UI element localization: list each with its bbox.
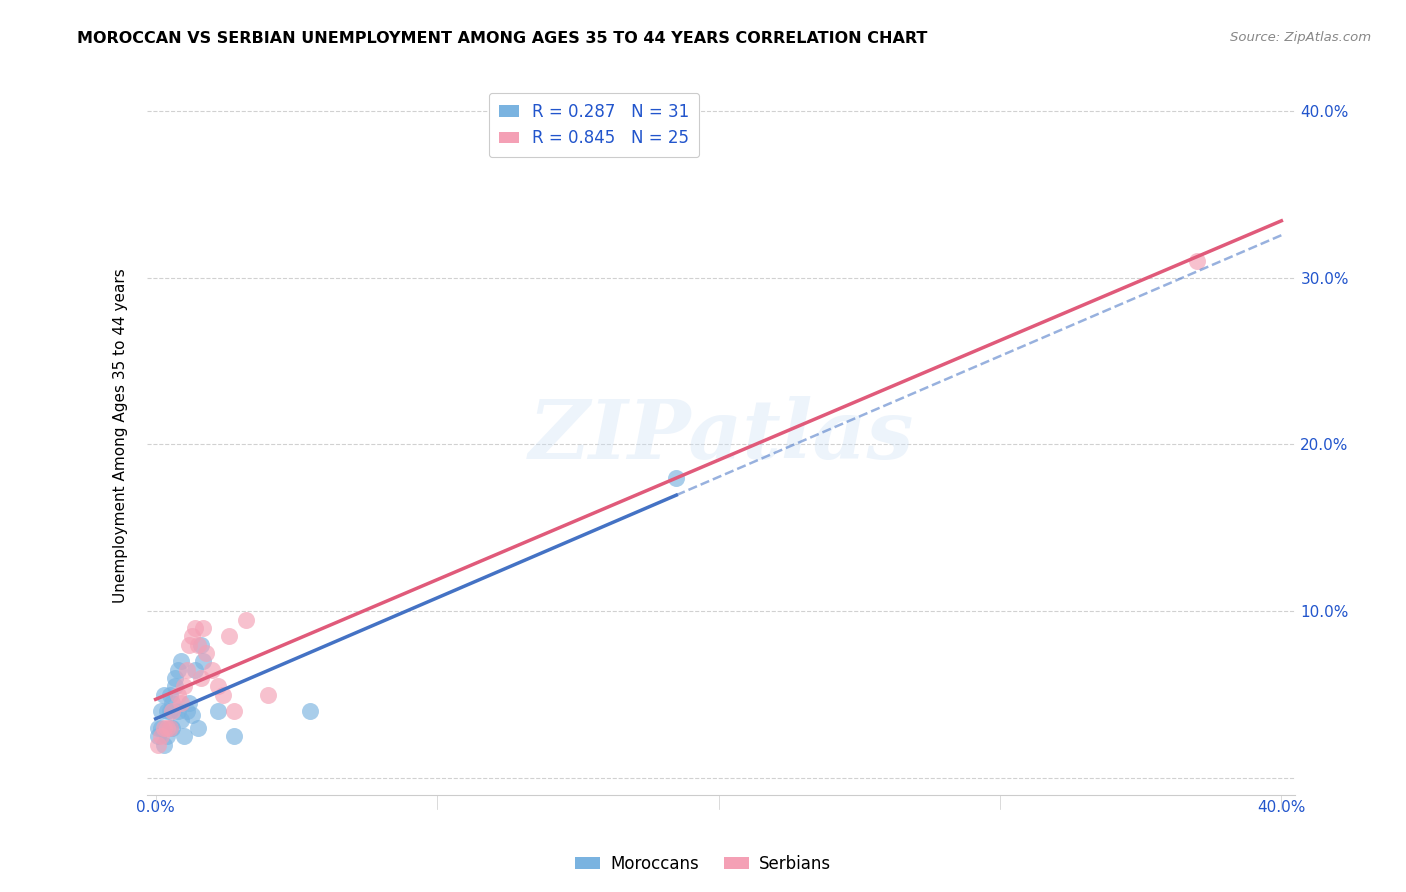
Text: MOROCCAN VS SERBIAN UNEMPLOYMENT AMONG AGES 35 TO 44 YEARS CORRELATION CHART: MOROCCAN VS SERBIAN UNEMPLOYMENT AMONG A… [77,31,928,46]
Point [159,721,181,735]
Point [167,704,190,718]
Point [173,679,195,693]
Point [190,671,212,685]
Point [156,721,179,735]
Point [170,696,193,710]
Point [159,688,181,702]
Point [184,663,207,677]
Point [153,688,176,702]
Point [179,696,201,710]
Point [156,704,179,718]
Point [665,471,688,485]
Point [162,704,184,718]
Point [195,646,218,660]
Point [173,729,195,743]
Point [224,729,246,743]
Point [165,679,187,693]
Text: ZIPatlas: ZIPatlas [529,396,914,476]
Point [162,721,184,735]
Point [159,704,181,718]
Point [153,721,176,735]
Point [153,738,176,752]
Point [150,729,173,743]
Point [148,721,170,735]
Point [1185,254,1208,268]
Point [257,688,280,702]
Point [176,663,198,677]
Point [187,638,209,652]
Point [207,704,229,718]
Point [170,654,193,668]
Point [167,663,190,677]
Point [162,696,184,710]
Point [170,713,193,727]
Point [224,704,246,718]
Point [218,629,240,643]
Point [181,707,204,722]
Point [159,721,181,735]
Point [165,671,187,685]
Point [148,738,170,752]
Point [181,629,204,643]
Point [150,704,173,718]
Point [179,638,201,652]
Point [167,688,190,702]
Legend: R = 0.287   N = 31, R = 0.845   N = 25: R = 0.287 N = 31, R = 0.845 N = 25 [488,93,699,157]
Point [156,729,179,743]
Point [201,663,224,677]
Point [190,638,212,652]
Legend: Moroccans, Serbians: Moroccans, Serbians [568,848,838,880]
Point [193,621,215,635]
Point [299,704,322,718]
Text: Source: ZipAtlas.com: Source: ZipAtlas.com [1230,31,1371,45]
Point [212,688,235,702]
Point [207,679,229,693]
Point [235,613,257,627]
Point [176,704,198,718]
Point [187,721,209,735]
Point [148,729,170,743]
Point [184,621,207,635]
Y-axis label: Unemployment Among Ages 35 to 44 years: Unemployment Among Ages 35 to 44 years [114,268,128,604]
Point [150,721,173,735]
Point [193,654,215,668]
